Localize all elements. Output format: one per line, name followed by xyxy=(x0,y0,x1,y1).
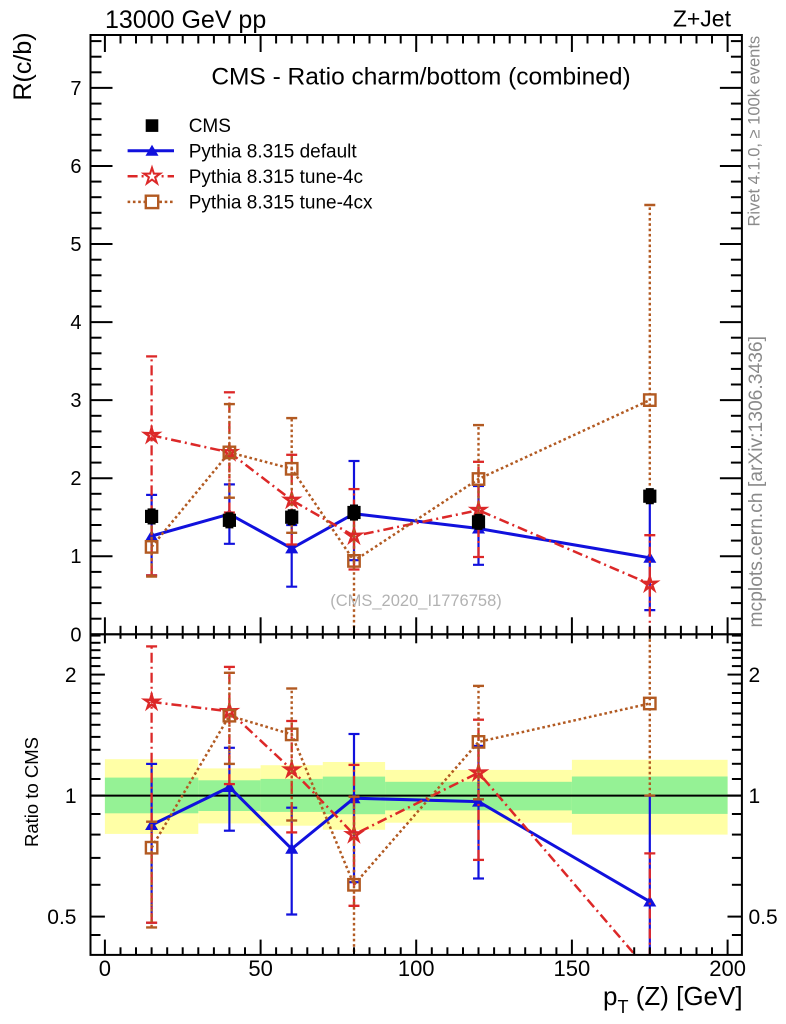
svg-text:7: 7 xyxy=(70,78,81,100)
svg-text:pT (Z) [GeV]: pT (Z) [GeV] xyxy=(603,981,743,1017)
svg-text:2: 2 xyxy=(70,468,81,490)
svg-text:0.5: 0.5 xyxy=(749,906,778,929)
svg-text:50: 50 xyxy=(248,956,272,981)
svg-text:Pythia 8.315 tune-4cx: Pythia 8.315 tune-4cx xyxy=(189,193,373,214)
svg-text:Rivet 4.1.0, ≥ 100k events: Rivet 4.1.0, ≥ 100k events xyxy=(746,36,764,227)
svg-text:1: 1 xyxy=(70,546,81,568)
svg-text:R(c/b): R(c/b) xyxy=(9,32,37,100)
svg-text:(CMS_2020_I1776758): (CMS_2020_I1776758) xyxy=(330,592,502,610)
svg-text:100: 100 xyxy=(398,956,435,981)
svg-text:5: 5 xyxy=(70,234,81,256)
svg-text:150: 150 xyxy=(554,956,591,981)
svg-text:0: 0 xyxy=(70,624,81,646)
svg-text:mcplots.cern.ch [arXiv:1306.34: mcplots.cern.ch [arXiv:1306.3436] xyxy=(746,336,767,628)
svg-text:CMS: CMS xyxy=(189,116,231,137)
svg-text:0: 0 xyxy=(99,956,111,981)
svg-text:Pythia 8.315 tune-4c: Pythia 8.315 tune-4c xyxy=(189,167,363,188)
svg-text:2: 2 xyxy=(65,664,77,687)
svg-text:0.5: 0.5 xyxy=(47,906,76,929)
svg-text:Pythia 8.315 default: Pythia 8.315 default xyxy=(189,141,358,162)
svg-text:13000 GeV pp: 13000 GeV pp xyxy=(105,6,266,34)
svg-text:Z+Jet: Z+Jet xyxy=(673,6,732,32)
svg-text:6: 6 xyxy=(70,156,81,178)
svg-text:3: 3 xyxy=(70,390,81,412)
svg-text:2: 2 xyxy=(749,664,761,687)
svg-text:200: 200 xyxy=(709,956,746,981)
svg-text:4: 4 xyxy=(70,312,81,334)
svg-text:CMS - Ratio charm/bottom (comb: CMS - Ratio charm/bottom (combined) xyxy=(211,64,630,91)
svg-text:Ratio to CMS: Ratio to CMS xyxy=(21,737,42,847)
svg-text:1: 1 xyxy=(65,785,77,808)
svg-text:1: 1 xyxy=(749,785,761,808)
